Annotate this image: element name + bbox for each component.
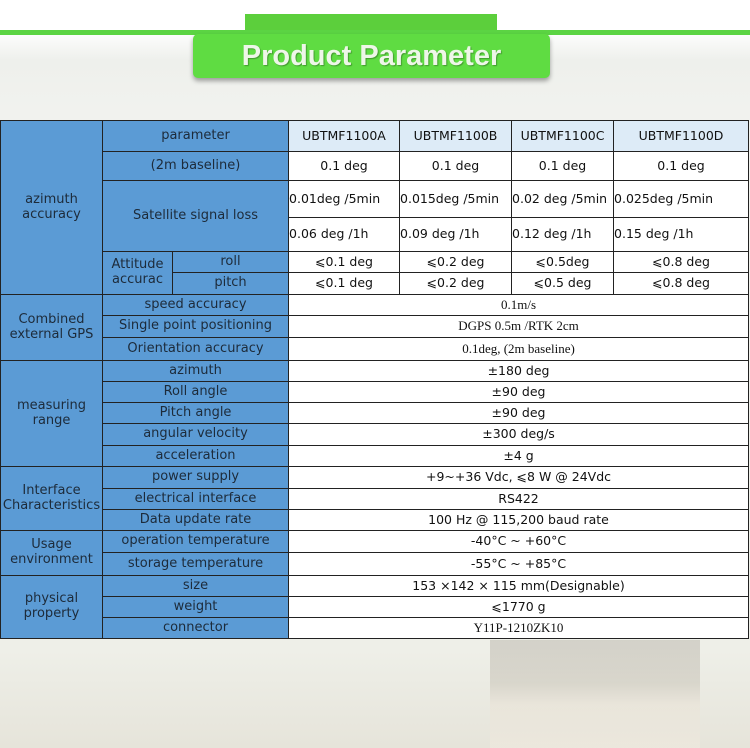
- value-cell: 0.1deg, (2m baseline): [288, 337, 750, 361]
- value-cell: 0.09 deg /1h: [399, 217, 513, 252]
- value-cell: ⩽0.2 deg: [399, 251, 513, 273]
- value-cell: 0.1 deg: [613, 151, 750, 181]
- param-label: Satellite signal loss: [101, 180, 290, 252]
- param-label: Data update rate: [101, 509, 290, 531]
- value-cell: 153 ×142 × 115 mm(Designable): [288, 575, 750, 597]
- group-measuring-range: measuring range: [0, 360, 103, 467]
- param-label: size: [101, 575, 290, 597]
- attitude-label: Attitude accurac: [102, 251, 173, 295]
- page-title: Product Parameter: [241, 39, 502, 72]
- value-cell: ±300 deg/s: [288, 423, 750, 446]
- param-label: angular velocity: [101, 423, 290, 446]
- table-row: Attitude accurac roll ⩽0.1 deg ⩽0.2 deg …: [1, 251, 750, 295]
- value-cell: 0.1 deg: [511, 151, 615, 181]
- table-row: (2m baseline) 0.1 deg 0.1 deg 0.1 deg 0.…: [1, 151, 750, 181]
- value-cell: 100 Hz @ 115,200 baud rate: [288, 509, 750, 531]
- param-label: roll: [171, 251, 290, 273]
- value-cell: ⩽0.8 deg: [613, 251, 750, 273]
- param-label: azimuth: [101, 360, 290, 382]
- param-label: Single point positioning: [101, 315, 290, 338]
- group-physical: physical property: [0, 575, 103, 639]
- model-header: UBTMF1100B: [399, 120, 513, 152]
- table-row: Satellite signal loss 0.01deg /5min 0.01…: [1, 180, 750, 252]
- value-cell: Y11P-1210ZK10: [288, 617, 750, 639]
- value-cell: 0.02 deg /5min: [511, 180, 615, 218]
- value-cell: -55°C ~ +85°C: [288, 552, 750, 576]
- value-cell: ±180 deg: [288, 360, 750, 382]
- model-header: UBTMF1100A: [288, 120, 401, 152]
- value-cell: 0.1m/s: [288, 294, 750, 316]
- table-row: 0.06 deg /1h 0.09 deg /1h 0.12 deg /1h 0…: [1, 217, 750, 252]
- value-cell: ±90 deg: [288, 402, 750, 424]
- value-cell: ⩽0.5deg: [511, 251, 615, 273]
- title-banner: Product Parameter: [193, 34, 550, 78]
- value-cell: 0.01deg /5min: [288, 180, 401, 218]
- model-header: UBTMF1100D: [613, 120, 750, 152]
- param-label: speed accuracy: [101, 294, 290, 316]
- model-header: UBTMF1100C: [511, 120, 615, 152]
- param-label: electrical interface: [101, 488, 290, 510]
- group-interface: Interface Characteristics: [0, 466, 103, 531]
- param-label: connector: [101, 617, 290, 639]
- value-cell: ±4 g: [288, 445, 750, 467]
- value-cell: 0.015deg /5min: [399, 180, 513, 218]
- device-photo-background: [490, 640, 700, 748]
- group-azimuth-accuracy: azimuth accuracy: [0, 120, 103, 295]
- value-cell: DGPS 0.5m /RTK 2cm: [288, 315, 750, 338]
- param-label: Pitch angle: [101, 402, 290, 424]
- value-cell: 0.1 deg: [399, 151, 513, 181]
- value-cell: ⩽0.8 deg: [613, 272, 750, 295]
- value-cell: 0.1 deg: [288, 151, 401, 181]
- param-label: Orientation accuracy: [101, 337, 290, 361]
- param-header: parameter: [101, 120, 290, 152]
- param-label: storage temperature: [101, 552, 290, 576]
- param-label: pitch: [171, 272, 290, 295]
- value-cell: 0.025deg /5min: [613, 180, 750, 218]
- value-cell: 0.06 deg /1h: [288, 217, 401, 252]
- param-label: operation temperature: [101, 530, 290, 553]
- param-label: acceleration: [101, 445, 290, 467]
- table-header-row: azimuth accuracy parameter UBTMF1100A UB…: [0, 120, 750, 295]
- banner-tab: [245, 14, 497, 34]
- value-cell: 0.12 deg /1h: [511, 217, 615, 252]
- value-cell: ⩽0.1 deg: [288, 272, 401, 295]
- value-cell: ⩽0.1 deg: [288, 251, 401, 273]
- parameter-table: azimuth accuracy parameter UBTMF1100A UB…: [0, 120, 750, 639]
- param-label: weight: [101, 596, 290, 618]
- value-cell: RS422: [288, 488, 750, 510]
- value-cell: ⩽1770 g: [288, 596, 750, 618]
- value-cell: 0.15 deg /1h: [613, 217, 750, 252]
- group-gps: Combined external GPS: [0, 294, 103, 361]
- value-cell: ⩽0.5 deg: [511, 272, 615, 295]
- top-divider: [0, 30, 750, 35]
- value-cell: -40°C ~ +60°C: [288, 530, 750, 553]
- group-usage: Usage environment: [0, 530, 103, 576]
- param-label: power supply: [101, 466, 290, 489]
- value-cell: +9~+36 Vdc, ⩽8 W @ 24Vdc: [288, 466, 750, 489]
- param-label: Roll angle: [101, 381, 290, 403]
- value-cell: ⩽0.2 deg: [399, 272, 513, 295]
- param-label: (2m baseline): [101, 151, 290, 181]
- value-cell: ±90 deg: [288, 381, 750, 403]
